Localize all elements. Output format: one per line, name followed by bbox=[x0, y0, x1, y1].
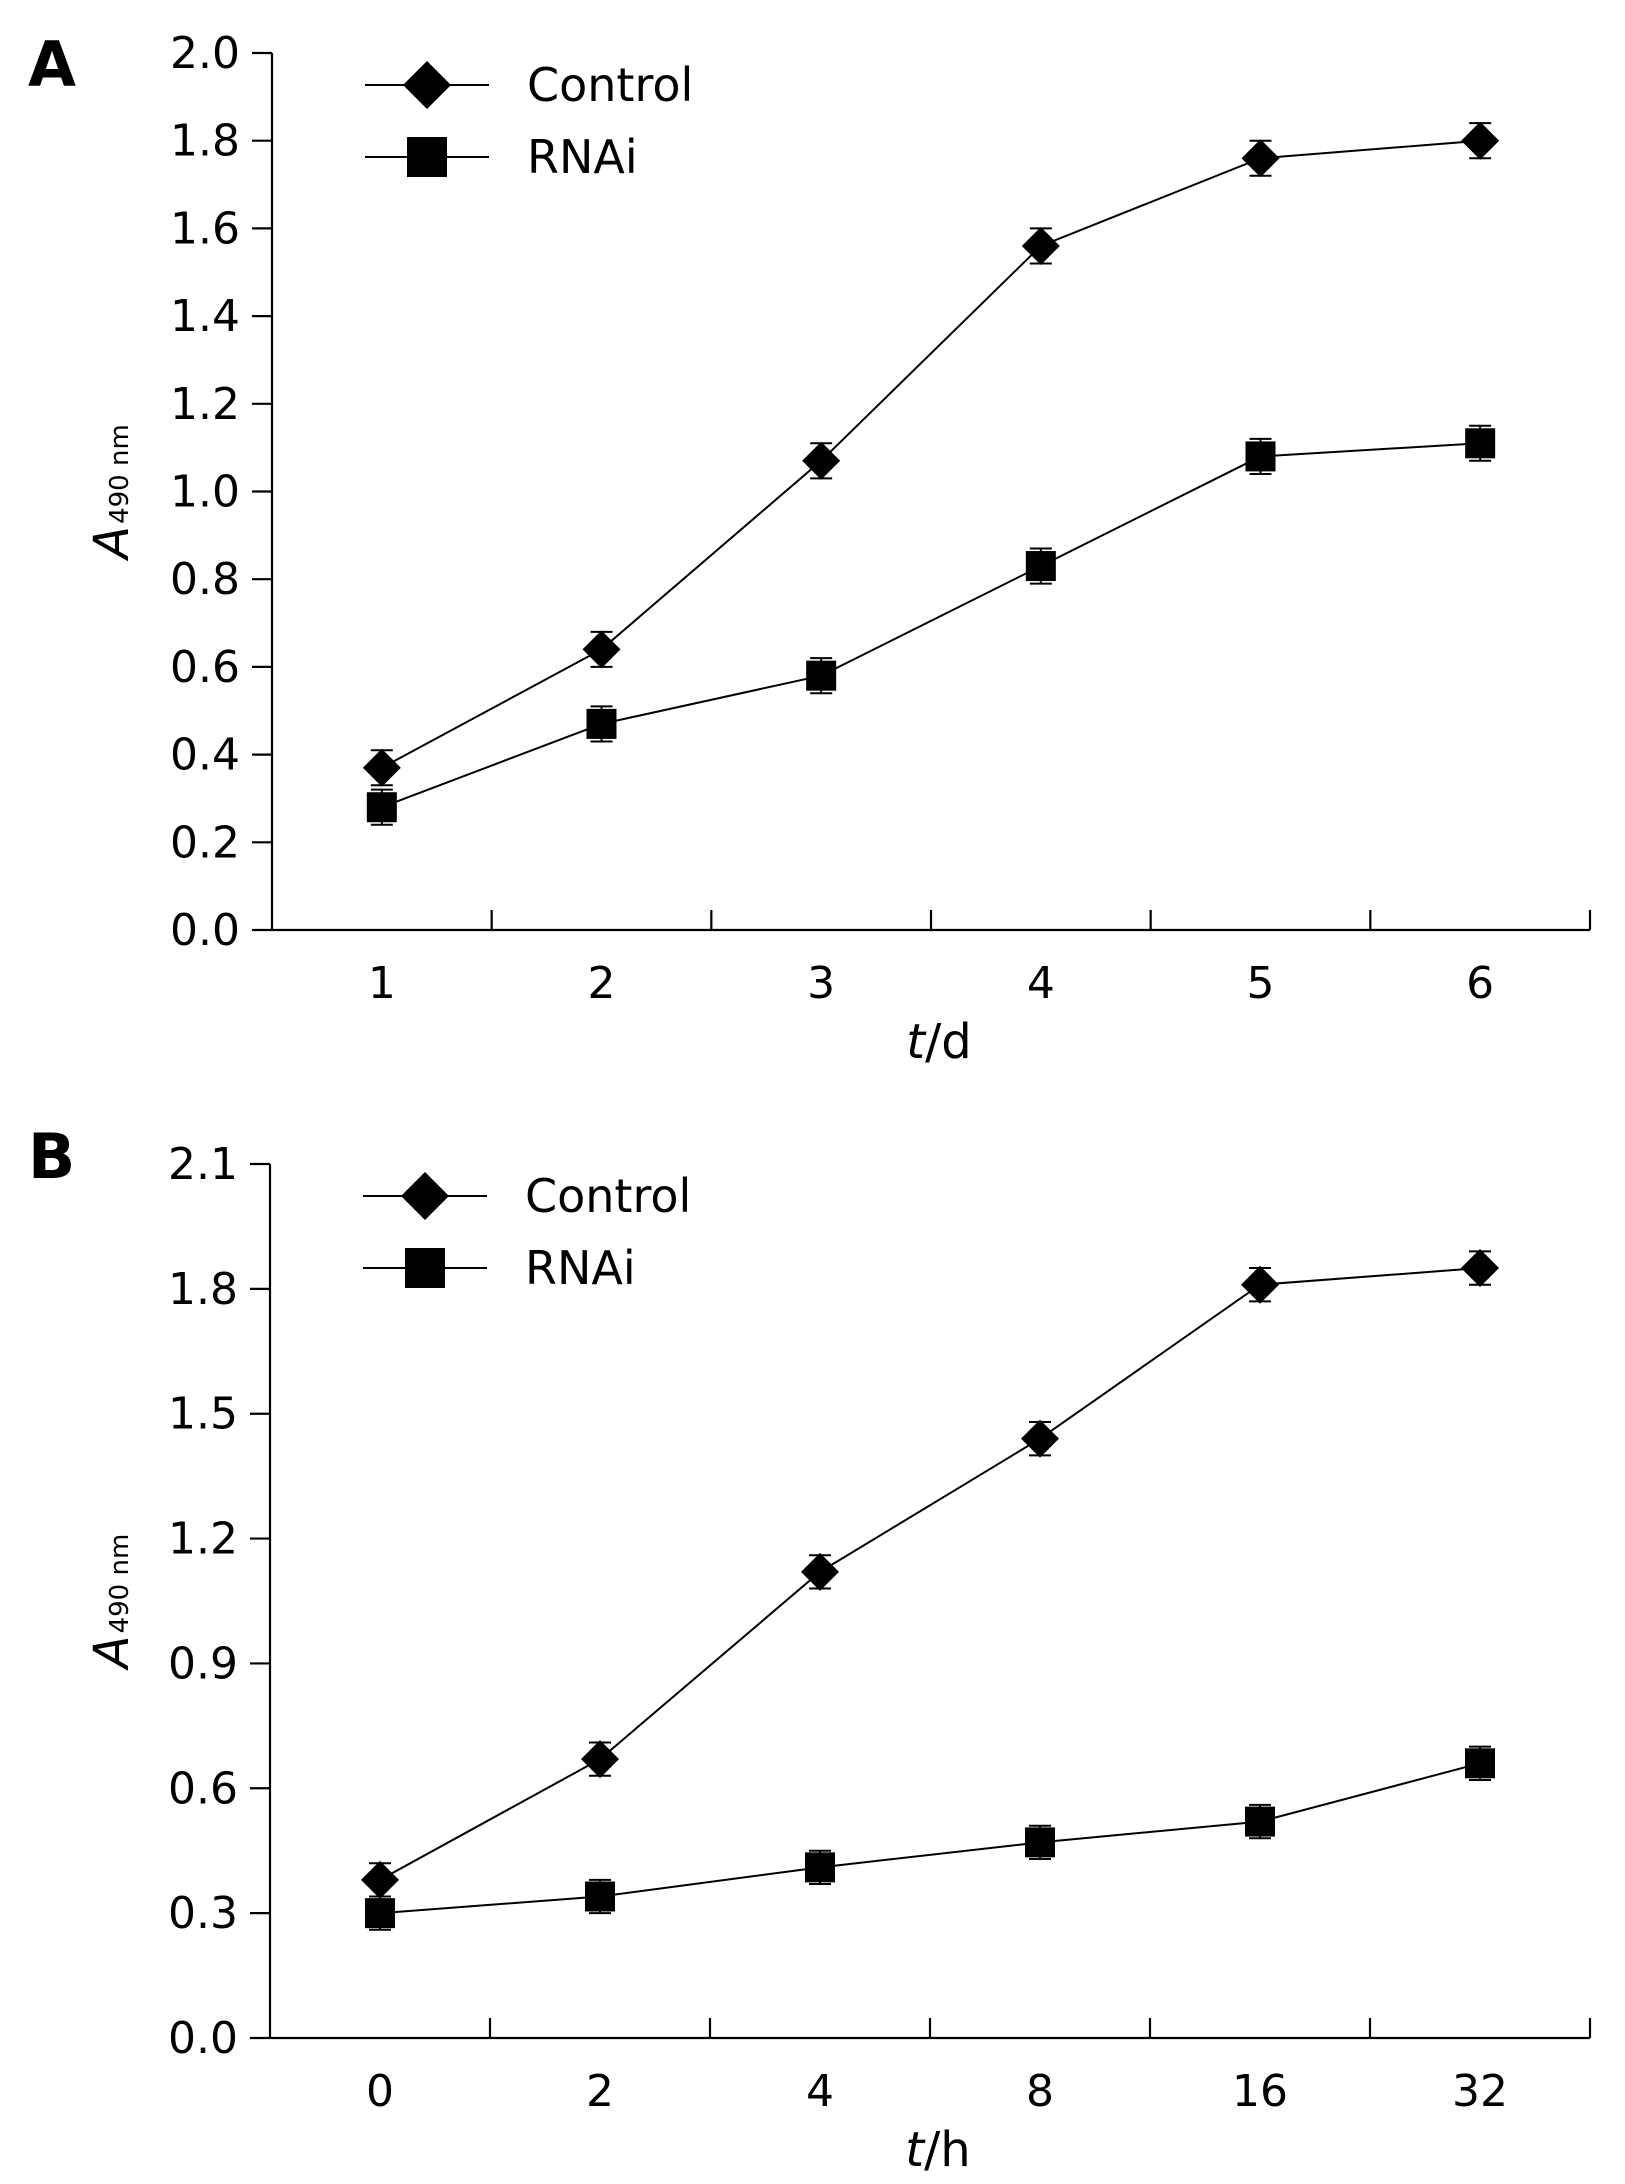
series-control bbox=[362, 121, 1500, 787]
data-point-rnai bbox=[1245, 1806, 1275, 1837]
data-point-control bbox=[361, 1860, 399, 1899]
chart-a-svg: A 0.0 0.2 0.4 0.6 0.8 1.0 1.2 1.4 1.6 1.8 2.0 1 2 3 4 5… bbox=[28, 28, 1592, 1070]
legend-marker-square bbox=[407, 137, 447, 177]
y-tick-label: 1.5 bbox=[168, 1389, 238, 1440]
y-tick-label: 0.4 bbox=[170, 730, 240, 781]
data-point-rnai bbox=[1025, 1827, 1055, 1858]
panel-label-b: B bbox=[28, 1120, 75, 1193]
data-point-rnai bbox=[806, 660, 837, 691]
legend-label: RNAi bbox=[525, 1241, 636, 1295]
y-axis-title-symbol: A bbox=[84, 1635, 140, 1671]
legend-item-rnai: RNAi bbox=[363, 1241, 636, 1295]
series-rnai bbox=[366, 424, 1496, 826]
series-line-control bbox=[379, 1267, 1481, 1881]
series-line-rnai bbox=[381, 442, 1481, 809]
series-rnai bbox=[365, 1745, 1495, 1931]
y-tick-label: 1.2 bbox=[168, 1514, 238, 1565]
data-point-control bbox=[1021, 1419, 1059, 1458]
y-tick-label: 0.6 bbox=[168, 1763, 238, 1814]
series-line-rnai bbox=[379, 1762, 1481, 1915]
y-axis-title: A490 nm bbox=[84, 1534, 140, 1672]
y-tick-label: 0.0 bbox=[168, 2013, 238, 2064]
data-point-rnai bbox=[1465, 1748, 1495, 1779]
data-point-control bbox=[581, 1740, 619, 1779]
y-axis-title-subscript: 490 nm bbox=[105, 1534, 135, 1634]
data-point-rnai bbox=[366, 792, 397, 823]
data-point-rnai bbox=[1245, 441, 1276, 472]
y-tick-label: 1.8 bbox=[170, 116, 240, 167]
chart-b-svg: B 0.0 0.3 0.6 0.9 1.2 1.5 1.8 2.1 0 2 4 8 16 32 Contr… bbox=[28, 1120, 1592, 2178]
y-tick-label: 1.4 bbox=[170, 291, 240, 342]
panel-label-a: A bbox=[28, 28, 76, 101]
y-tick-label: 1.6 bbox=[170, 203, 240, 254]
legend-marker-diamond bbox=[401, 1172, 449, 1220]
chart-panel-a: A 0.0 0.2 0.4 0.6 0.8 1.0 1.2 1.4 1.6 1.8 2.0 1 2 3 4 5… bbox=[28, 28, 1592, 1070]
x-tick-label: 3 bbox=[807, 958, 835, 1009]
y-axis-title: A490 nm bbox=[84, 424, 140, 562]
chart-panel-b: B 0.0 0.3 0.6 0.9 1.2 1.5 1.8 2.1 0 2 4 8 16 32 Contr… bbox=[0, 1092, 1625, 2184]
data-point-control bbox=[802, 441, 841, 480]
x-axis-title: t/d bbox=[906, 1014, 971, 1070]
x-axis-title-symbol: t bbox=[906, 1014, 927, 1070]
y-tick-label: 0.9 bbox=[168, 1638, 238, 1689]
x-tick-label: 0 bbox=[366, 2066, 394, 2117]
x-axis-title: t/h bbox=[905, 2122, 970, 2178]
data-point-rnai bbox=[805, 1852, 835, 1883]
x-axis-title-unit: /h bbox=[924, 2122, 971, 2178]
data-point-control bbox=[1461, 1249, 1499, 1288]
y-tick-label: 0.0 bbox=[170, 905, 240, 956]
data-point-control bbox=[582, 630, 621, 669]
legend-label: Control bbox=[527, 58, 693, 112]
x-tick-label: 4 bbox=[1027, 958, 1055, 1009]
data-point-rnai bbox=[585, 1881, 615, 1912]
y-tick-label: 0.6 bbox=[170, 642, 240, 693]
data-point-control bbox=[362, 748, 401, 787]
series-control bbox=[361, 1249, 1499, 1899]
legend-item-control: Control bbox=[365, 58, 693, 112]
y-tick-label: 1.0 bbox=[170, 467, 240, 518]
legend-marker-diamond bbox=[403, 61, 451, 109]
x-tick-label: 4 bbox=[806, 2066, 834, 2117]
data-point-control bbox=[801, 1552, 839, 1591]
x-tick-label: 1 bbox=[368, 958, 396, 1009]
data-point-control bbox=[1021, 226, 1060, 265]
y-tick-label: 1.8 bbox=[168, 1264, 238, 1315]
x-tick-label: 32 bbox=[1452, 2066, 1508, 2117]
legend-label: RNAi bbox=[527, 130, 638, 184]
legend-marker-square bbox=[405, 1248, 445, 1288]
y-tick-label: 2.0 bbox=[170, 28, 240, 79]
x-tick-label: 5 bbox=[1247, 958, 1275, 1009]
y-tick-label: 0.8 bbox=[170, 554, 240, 605]
x-axis-title-unit: /d bbox=[925, 1014, 972, 1070]
data-point-control bbox=[1461, 121, 1500, 160]
y-tick-label: 0.3 bbox=[168, 1888, 238, 1939]
legend-item-control: Control bbox=[363, 1169, 691, 1223]
legend-item-rnai: RNAi bbox=[365, 130, 638, 184]
x-tick-label: 16 bbox=[1232, 2066, 1288, 2117]
data-point-rnai bbox=[1465, 428, 1496, 459]
data-point-control bbox=[1241, 139, 1280, 178]
y-tick-label: 2.1 bbox=[168, 1139, 238, 1190]
data-point-control bbox=[1241, 1265, 1279, 1304]
y-tick-label: 1.2 bbox=[170, 379, 240, 430]
data-point-rnai bbox=[586, 708, 617, 739]
data-point-rnai bbox=[365, 1898, 395, 1929]
x-tick-label: 6 bbox=[1466, 958, 1494, 1009]
x-tick-label: 2 bbox=[586, 2066, 614, 2117]
y-axis-title-symbol: A bbox=[84, 526, 140, 562]
y-axis-title-subscript: 490 nm bbox=[105, 424, 135, 524]
x-axis-title-symbol: t bbox=[905, 2122, 926, 2178]
series-line-control bbox=[381, 139, 1481, 769]
data-point-rnai bbox=[1025, 551, 1056, 582]
x-tick-label: 2 bbox=[588, 958, 616, 1009]
legend-label: Control bbox=[525, 1169, 691, 1223]
x-tick-label: 8 bbox=[1026, 2066, 1054, 2117]
y-tick-label: 0.2 bbox=[170, 817, 240, 868]
